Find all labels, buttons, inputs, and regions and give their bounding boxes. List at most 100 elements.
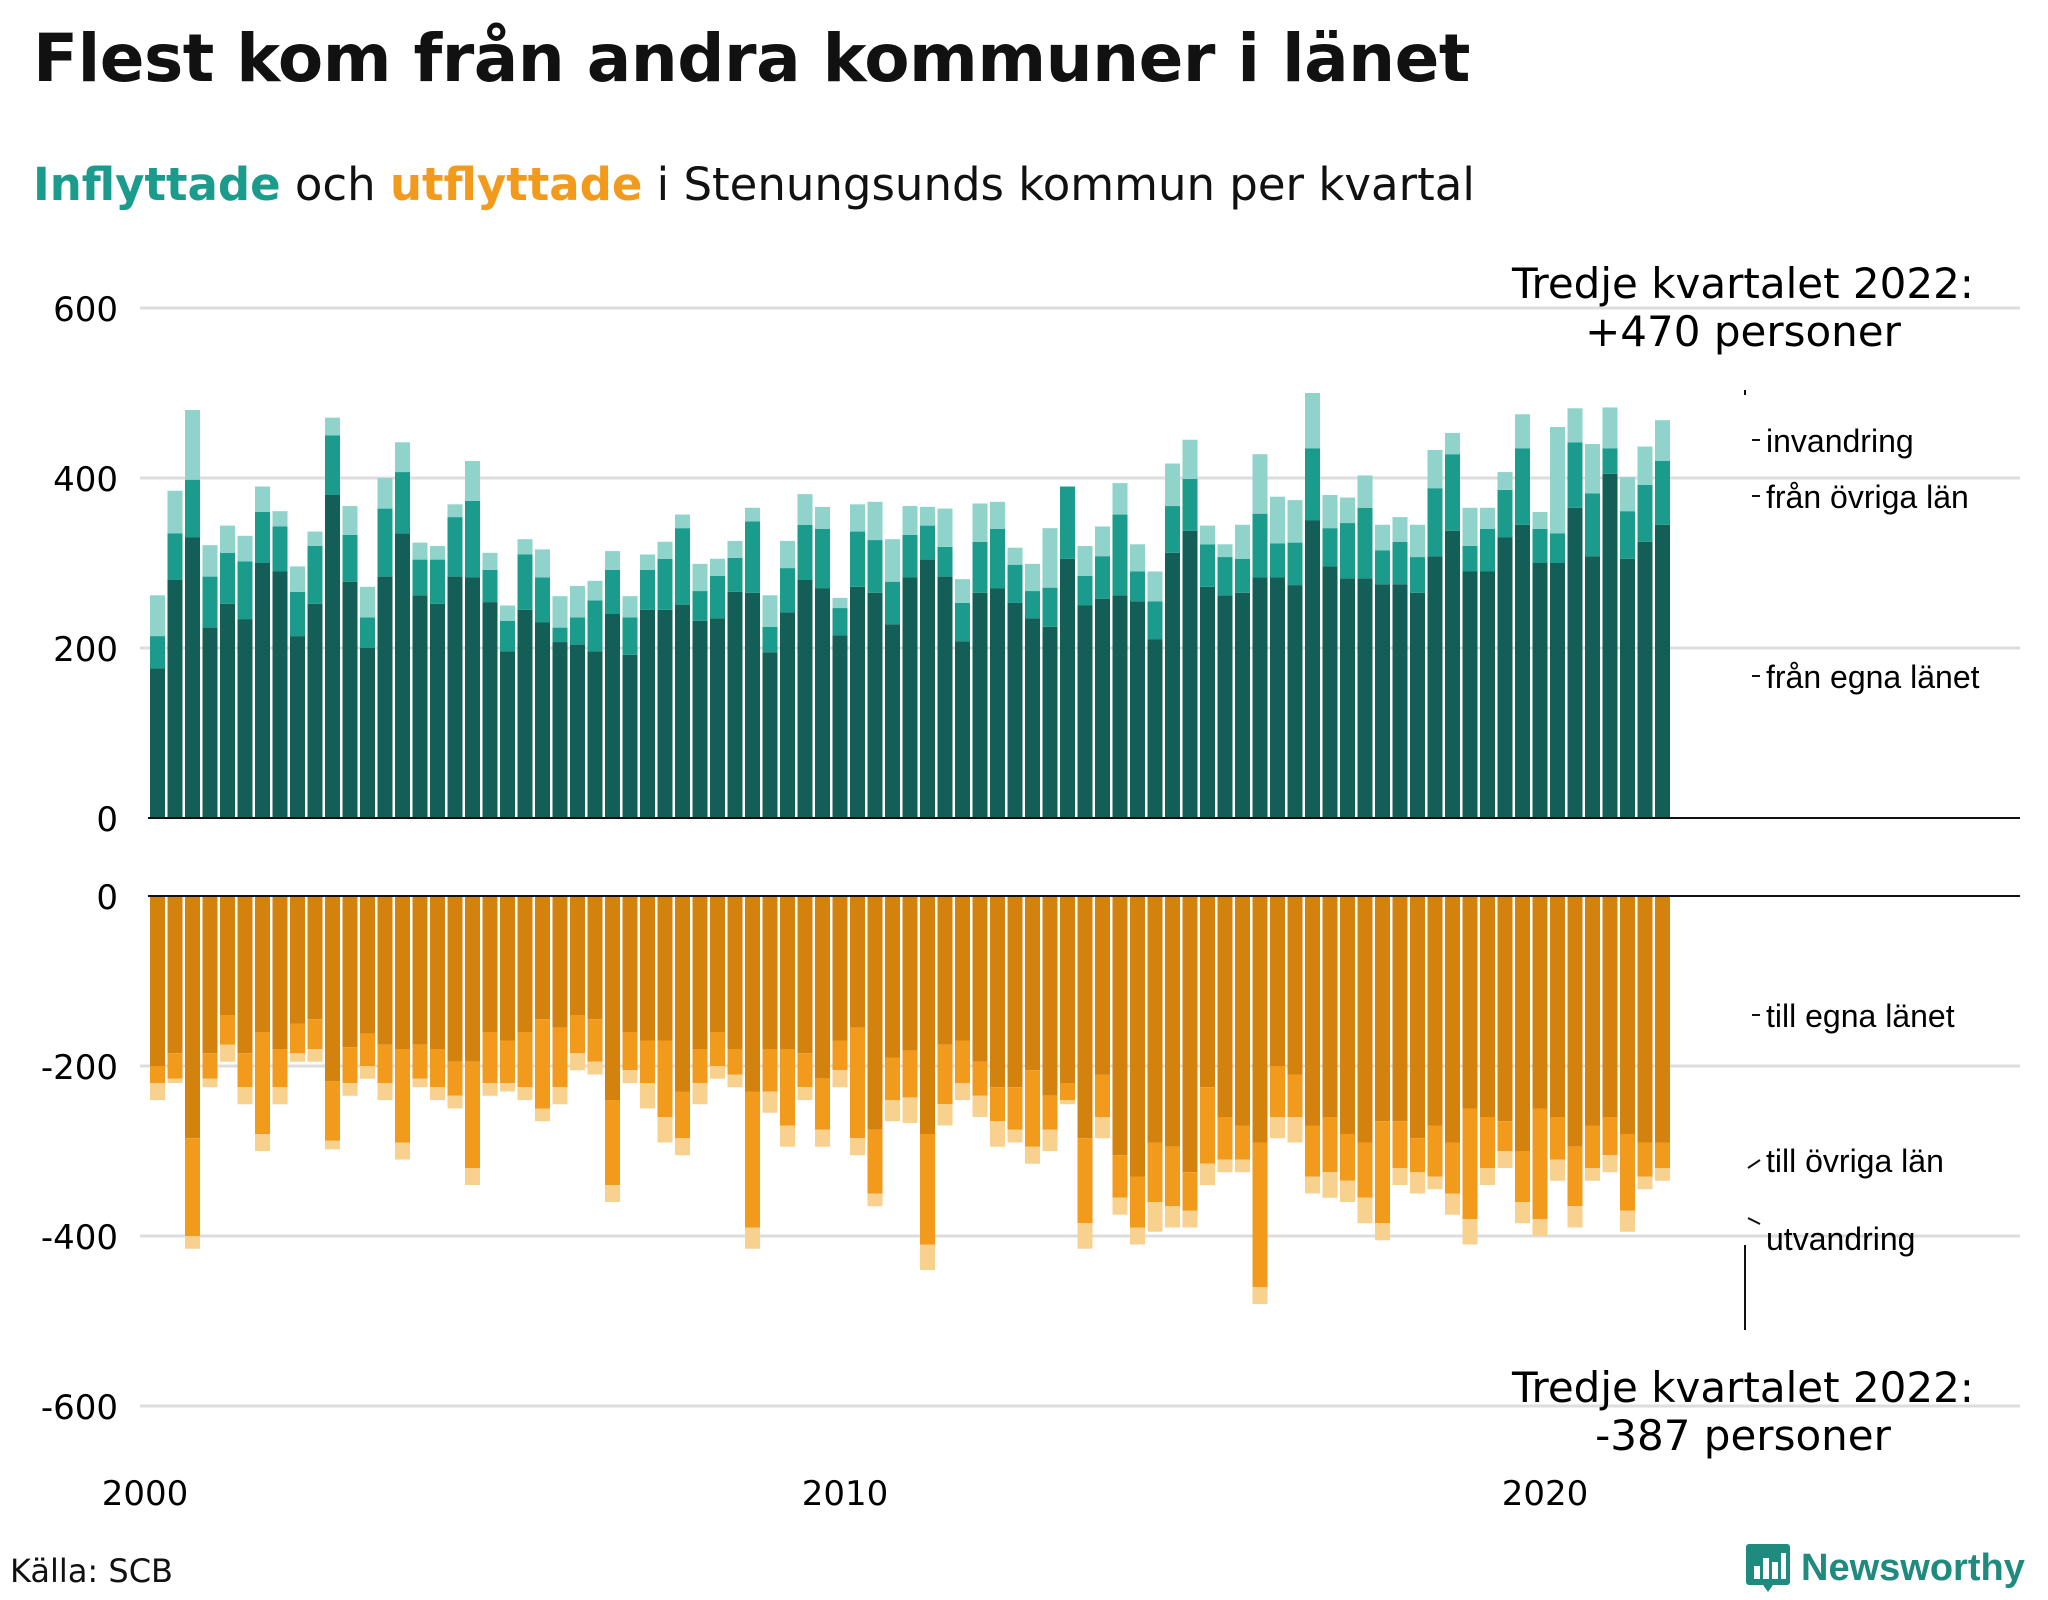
bar-out-utvandring	[675, 1138, 690, 1156]
bar-out-egna	[675, 896, 690, 1092]
bar-in-invandring	[990, 501, 1005, 529]
bar-out-egna	[797, 896, 813, 1054]
bar-in-ovriga	[1637, 484, 1653, 542]
bar-out-egna	[1480, 896, 1495, 1117]
bar-out-utvandring	[1445, 1193, 1460, 1215]
bar-in-invandring	[1217, 544, 1233, 558]
bar-out-egna	[377, 896, 393, 1045]
bar-out-utvandring	[570, 1053, 585, 1071]
bar-in-egna	[780, 612, 795, 818]
bar-in-ovriga	[1462, 546, 1478, 572]
bar-out-utvandring	[1637, 1176, 1653, 1190]
bar-in-ovriga	[587, 600, 603, 652]
bar-in-invandring	[640, 554, 655, 570]
bar-in-invandring	[867, 501, 883, 541]
bar-in-egna	[850, 586, 865, 818]
bar-out-utvandring	[1410, 1172, 1425, 1194]
bar-out-egna	[587, 896, 603, 1020]
bar-out-egna	[167, 896, 183, 1054]
bar-out-egna	[850, 896, 865, 1028]
bar-in-egna	[272, 571, 288, 818]
bar-out-ovriga	[1217, 1117, 1233, 1160]
bar-out-ovriga	[1480, 1117, 1495, 1168]
bar-in-ovriga	[1200, 544, 1215, 587]
bar-out-utvandring	[797, 1087, 813, 1100]
bar-out-ovriga	[237, 1053, 253, 1088]
bar-out-utvandring	[990, 1121, 1005, 1147]
bar-out-ovriga	[762, 1049, 778, 1092]
bar-out-ovriga	[360, 1033, 375, 1066]
bar-in-ovriga	[780, 568, 795, 613]
bar-out-egna	[710, 896, 725, 1032]
bar-out-ovriga	[815, 1078, 830, 1130]
bar-in-egna	[1637, 541, 1653, 818]
bar-in-egna	[902, 577, 918, 818]
bar-out-utvandring	[1532, 1219, 1548, 1236]
bar-in-ovriga	[815, 529, 830, 589]
bar-out-ovriga	[1585, 1125, 1600, 1168]
bar-in-invandring	[797, 494, 813, 525]
bar-in-invandring	[1042, 528, 1058, 588]
bar-in-invandring	[972, 503, 988, 542]
bar-out-ovriga	[1130, 1176, 1145, 1228]
bar-in-ovriga	[1357, 507, 1373, 579]
bar-out-ovriga	[1077, 1138, 1093, 1224]
bar-out-egna	[1112, 896, 1128, 1156]
x-tick-label: 2010	[802, 1474, 889, 1514]
bar-out-utvandring	[902, 1097, 918, 1123]
bar-out-utvandring	[255, 1134, 270, 1151]
bar-in-ovriga	[920, 525, 935, 560]
bar-in-invandring	[395, 442, 410, 473]
bar-in-ovriga	[482, 569, 498, 603]
bar-out-utvandring	[1497, 1151, 1513, 1168]
bar-in-invandring	[325, 417, 340, 436]
bar-out-utvandring	[832, 1070, 848, 1088]
bar-out-ovriga	[955, 1040, 970, 1083]
bar-in-egna	[587, 651, 603, 818]
bar-out-egna	[1340, 896, 1355, 1134]
bar-out-utvandring	[710, 1066, 725, 1079]
bar-in-ovriga	[762, 626, 778, 653]
bar-out-egna	[937, 896, 953, 1045]
bar-in-invandring	[885, 539, 900, 582]
bar-out-egna	[692, 896, 708, 1049]
bar-in-egna	[1235, 592, 1250, 818]
bar-out-ovriga	[867, 1129, 883, 1194]
bar-out-egna	[1602, 896, 1618, 1117]
bar-out-egna	[657, 896, 673, 1041]
bar-out-ovriga	[587, 1019, 603, 1062]
bar-out-egna	[1165, 896, 1180, 1147]
bar-in-ovriga	[902, 534, 918, 578]
bar-out-egna	[1655, 896, 1670, 1143]
bar-in-egna	[1462, 571, 1478, 818]
bar-out-utvandring	[622, 1070, 638, 1083]
bar-in-egna	[920, 559, 935, 818]
bar-in-invandring	[1497, 472, 1513, 490]
bar-out-utvandring	[185, 1236, 200, 1249]
bar-in-ovriga	[1165, 506, 1180, 553]
bar-in-ovriga	[710, 575, 725, 619]
bar-out-ovriga	[1637, 1142, 1653, 1177]
inflow-bars	[150, 393, 1670, 818]
bar-out-ovriga	[342, 1047, 358, 1083]
bar-out-ovriga	[1200, 1087, 1215, 1164]
bar-out-utvandring	[1305, 1176, 1320, 1194]
bar-in-egna	[430, 603, 445, 818]
bar-in-invandring	[552, 596, 568, 628]
bar-out-egna	[605, 896, 620, 1100]
bottom-y-tick-label: -200	[41, 1048, 118, 1088]
bar-in-invandring	[1147, 571, 1163, 602]
bar-in-invandring	[465, 461, 480, 501]
bar-in-egna	[1497, 537, 1513, 818]
bar-in-invandring	[447, 504, 463, 518]
bar-in-invandring	[587, 580, 603, 601]
bar-out-utvandring	[1655, 1168, 1670, 1181]
bar-in-invandring	[657, 541, 673, 559]
bar-out-egna	[1182, 896, 1198, 1173]
bar-out-egna	[832, 896, 848, 1041]
bar-out-ovriga	[1410, 1138, 1425, 1173]
bar-in-ovriga	[150, 636, 165, 669]
bar-in-egna	[710, 618, 725, 818]
bar-in-invandring	[692, 563, 708, 592]
x-axis-ticks: 2000 2010 2020	[102, 1474, 1589, 1514]
